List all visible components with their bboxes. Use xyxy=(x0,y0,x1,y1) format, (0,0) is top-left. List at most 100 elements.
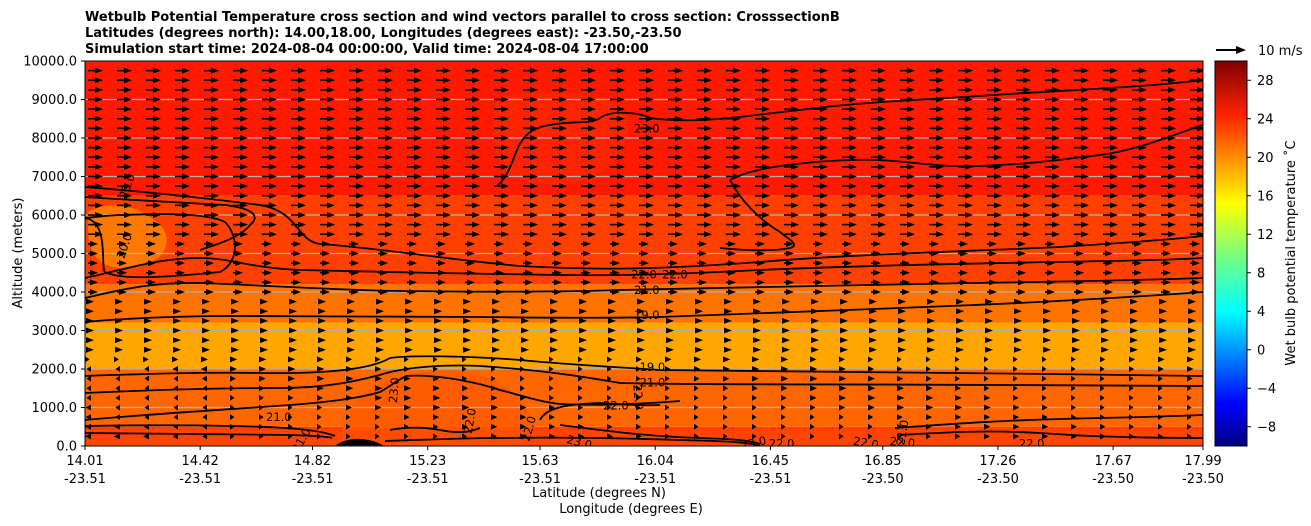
wind-vector xyxy=(636,356,642,363)
wind-vector xyxy=(668,125,683,132)
wind-vector xyxy=(840,308,848,315)
wind-vector xyxy=(987,250,997,257)
wind-vector xyxy=(552,289,562,295)
wind-vector xyxy=(958,289,968,295)
wind-vector xyxy=(697,86,712,93)
wind-vector xyxy=(346,433,351,440)
wind-vector xyxy=(666,337,674,344)
wind-vector xyxy=(404,414,410,421)
wind-vector xyxy=(201,375,207,382)
wind-vector xyxy=(871,144,886,151)
wind-vector xyxy=(839,356,845,363)
wind-vector xyxy=(987,115,1002,122)
wind-vector xyxy=(1074,192,1089,199)
wind-vector xyxy=(317,423,322,430)
wind-vector xyxy=(1158,375,1163,382)
wind-vector xyxy=(1016,173,1031,180)
y-axis-ticks: 0.01000.02000.03000.04000.05000.06000.07… xyxy=(23,55,85,455)
wind-vector xyxy=(378,269,388,276)
wind-vector xyxy=(929,192,944,199)
wind-vector xyxy=(1101,346,1109,353)
wind-vector xyxy=(146,212,161,218)
wind-vector xyxy=(1161,96,1176,103)
wind-vector xyxy=(407,125,422,132)
wind-vector xyxy=(202,423,207,430)
wind-vector xyxy=(1100,423,1106,430)
wind-vector xyxy=(378,96,393,103)
wind-vector xyxy=(494,125,509,132)
wind-vector xyxy=(173,346,181,353)
wind-vector xyxy=(375,414,380,421)
wind-vector xyxy=(639,250,649,257)
wind-vector xyxy=(784,135,799,141)
wind-vector xyxy=(262,135,277,141)
wind-vector xyxy=(523,192,538,199)
wind-vector xyxy=(868,356,874,363)
wind-vector xyxy=(1190,240,1200,247)
wind-vector xyxy=(146,221,161,228)
wind-vector xyxy=(926,433,931,440)
wind-vector xyxy=(607,404,612,411)
wind-vector xyxy=(781,356,789,363)
wind-vector xyxy=(581,279,591,286)
wind-vector xyxy=(958,279,968,286)
wind-vector xyxy=(291,221,306,228)
wind-vector xyxy=(436,173,451,180)
wind-vector xyxy=(755,144,770,151)
wind-vector xyxy=(784,115,799,122)
wind-vector xyxy=(753,308,761,315)
wind-vector xyxy=(636,394,641,401)
wind-vector xyxy=(1043,298,1051,305)
wind-vector xyxy=(288,414,293,421)
wind-vector xyxy=(1042,433,1049,440)
wind-vector xyxy=(1016,106,1031,113)
wind-vector xyxy=(289,298,297,305)
wind-vector xyxy=(88,125,103,132)
wind-vector xyxy=(1042,375,1047,382)
wind-vector xyxy=(202,317,210,324)
wind-vector xyxy=(929,106,944,113)
wind-vector xyxy=(436,106,451,113)
wind-vector xyxy=(1016,125,1031,132)
wind-vector xyxy=(144,298,152,305)
wind-vector xyxy=(404,375,411,382)
wind-vector xyxy=(1132,135,1147,141)
wind-vector xyxy=(668,202,683,209)
wind-vector xyxy=(581,106,596,113)
wind-vector xyxy=(175,67,190,74)
wind-vector xyxy=(407,289,417,295)
wind-vector xyxy=(1132,212,1147,218)
wind-vector xyxy=(86,298,94,305)
wind-vector xyxy=(871,289,881,295)
wind-vector xyxy=(552,115,567,122)
wind-vector xyxy=(115,346,123,353)
x-tick-label-lon: -23.51 xyxy=(179,472,221,487)
wind-vector xyxy=(784,144,799,151)
wind-vector xyxy=(929,173,944,180)
wind-vector xyxy=(695,317,703,324)
wind-vector xyxy=(668,86,683,93)
wind-vector xyxy=(1190,250,1200,257)
wind-vector xyxy=(173,375,178,382)
wind-vector xyxy=(1074,144,1089,151)
wind-vector xyxy=(433,385,440,392)
wind-vector xyxy=(175,183,190,190)
wind-vector xyxy=(1016,67,1031,74)
wind-vector xyxy=(929,260,939,267)
wind-vector xyxy=(695,337,703,344)
wind-vector xyxy=(260,346,268,353)
wind-vector xyxy=(1074,289,1084,295)
wind-vector xyxy=(958,125,973,132)
wind-vector xyxy=(494,202,509,209)
wind-vector xyxy=(204,202,219,209)
wind-vector xyxy=(230,414,235,421)
wind-vector xyxy=(811,337,819,344)
wind-vector xyxy=(320,250,330,257)
wind-vector xyxy=(987,221,1002,228)
wind-vector xyxy=(871,183,886,190)
colorbar-tick-label: 24 xyxy=(1257,112,1274,127)
wind-vector xyxy=(349,260,359,267)
wind-vector xyxy=(288,404,293,411)
wind-vector xyxy=(958,154,973,161)
wind-vector xyxy=(1129,385,1134,392)
